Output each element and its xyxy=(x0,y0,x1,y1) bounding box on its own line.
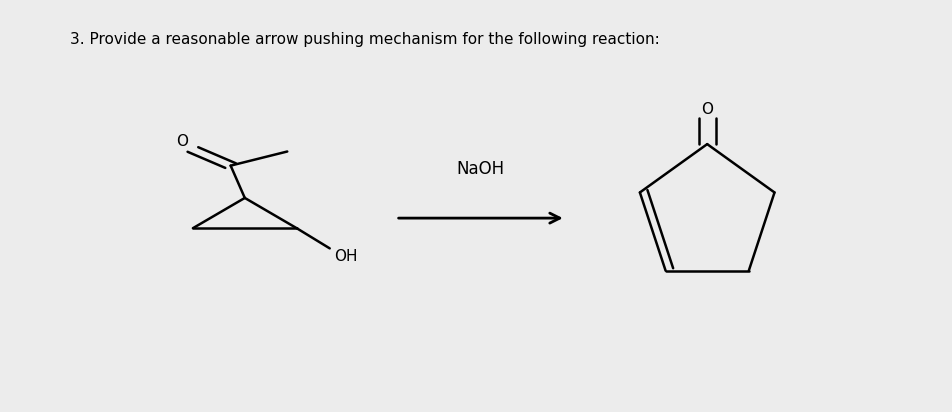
Text: OH: OH xyxy=(334,249,358,264)
Text: 3. Provide a reasonable arrow pushing mechanism for the following reaction:: 3. Provide a reasonable arrow pushing me… xyxy=(70,33,660,47)
Text: NaOH: NaOH xyxy=(457,160,505,178)
Text: O: O xyxy=(702,102,713,117)
Text: O: O xyxy=(176,133,188,149)
